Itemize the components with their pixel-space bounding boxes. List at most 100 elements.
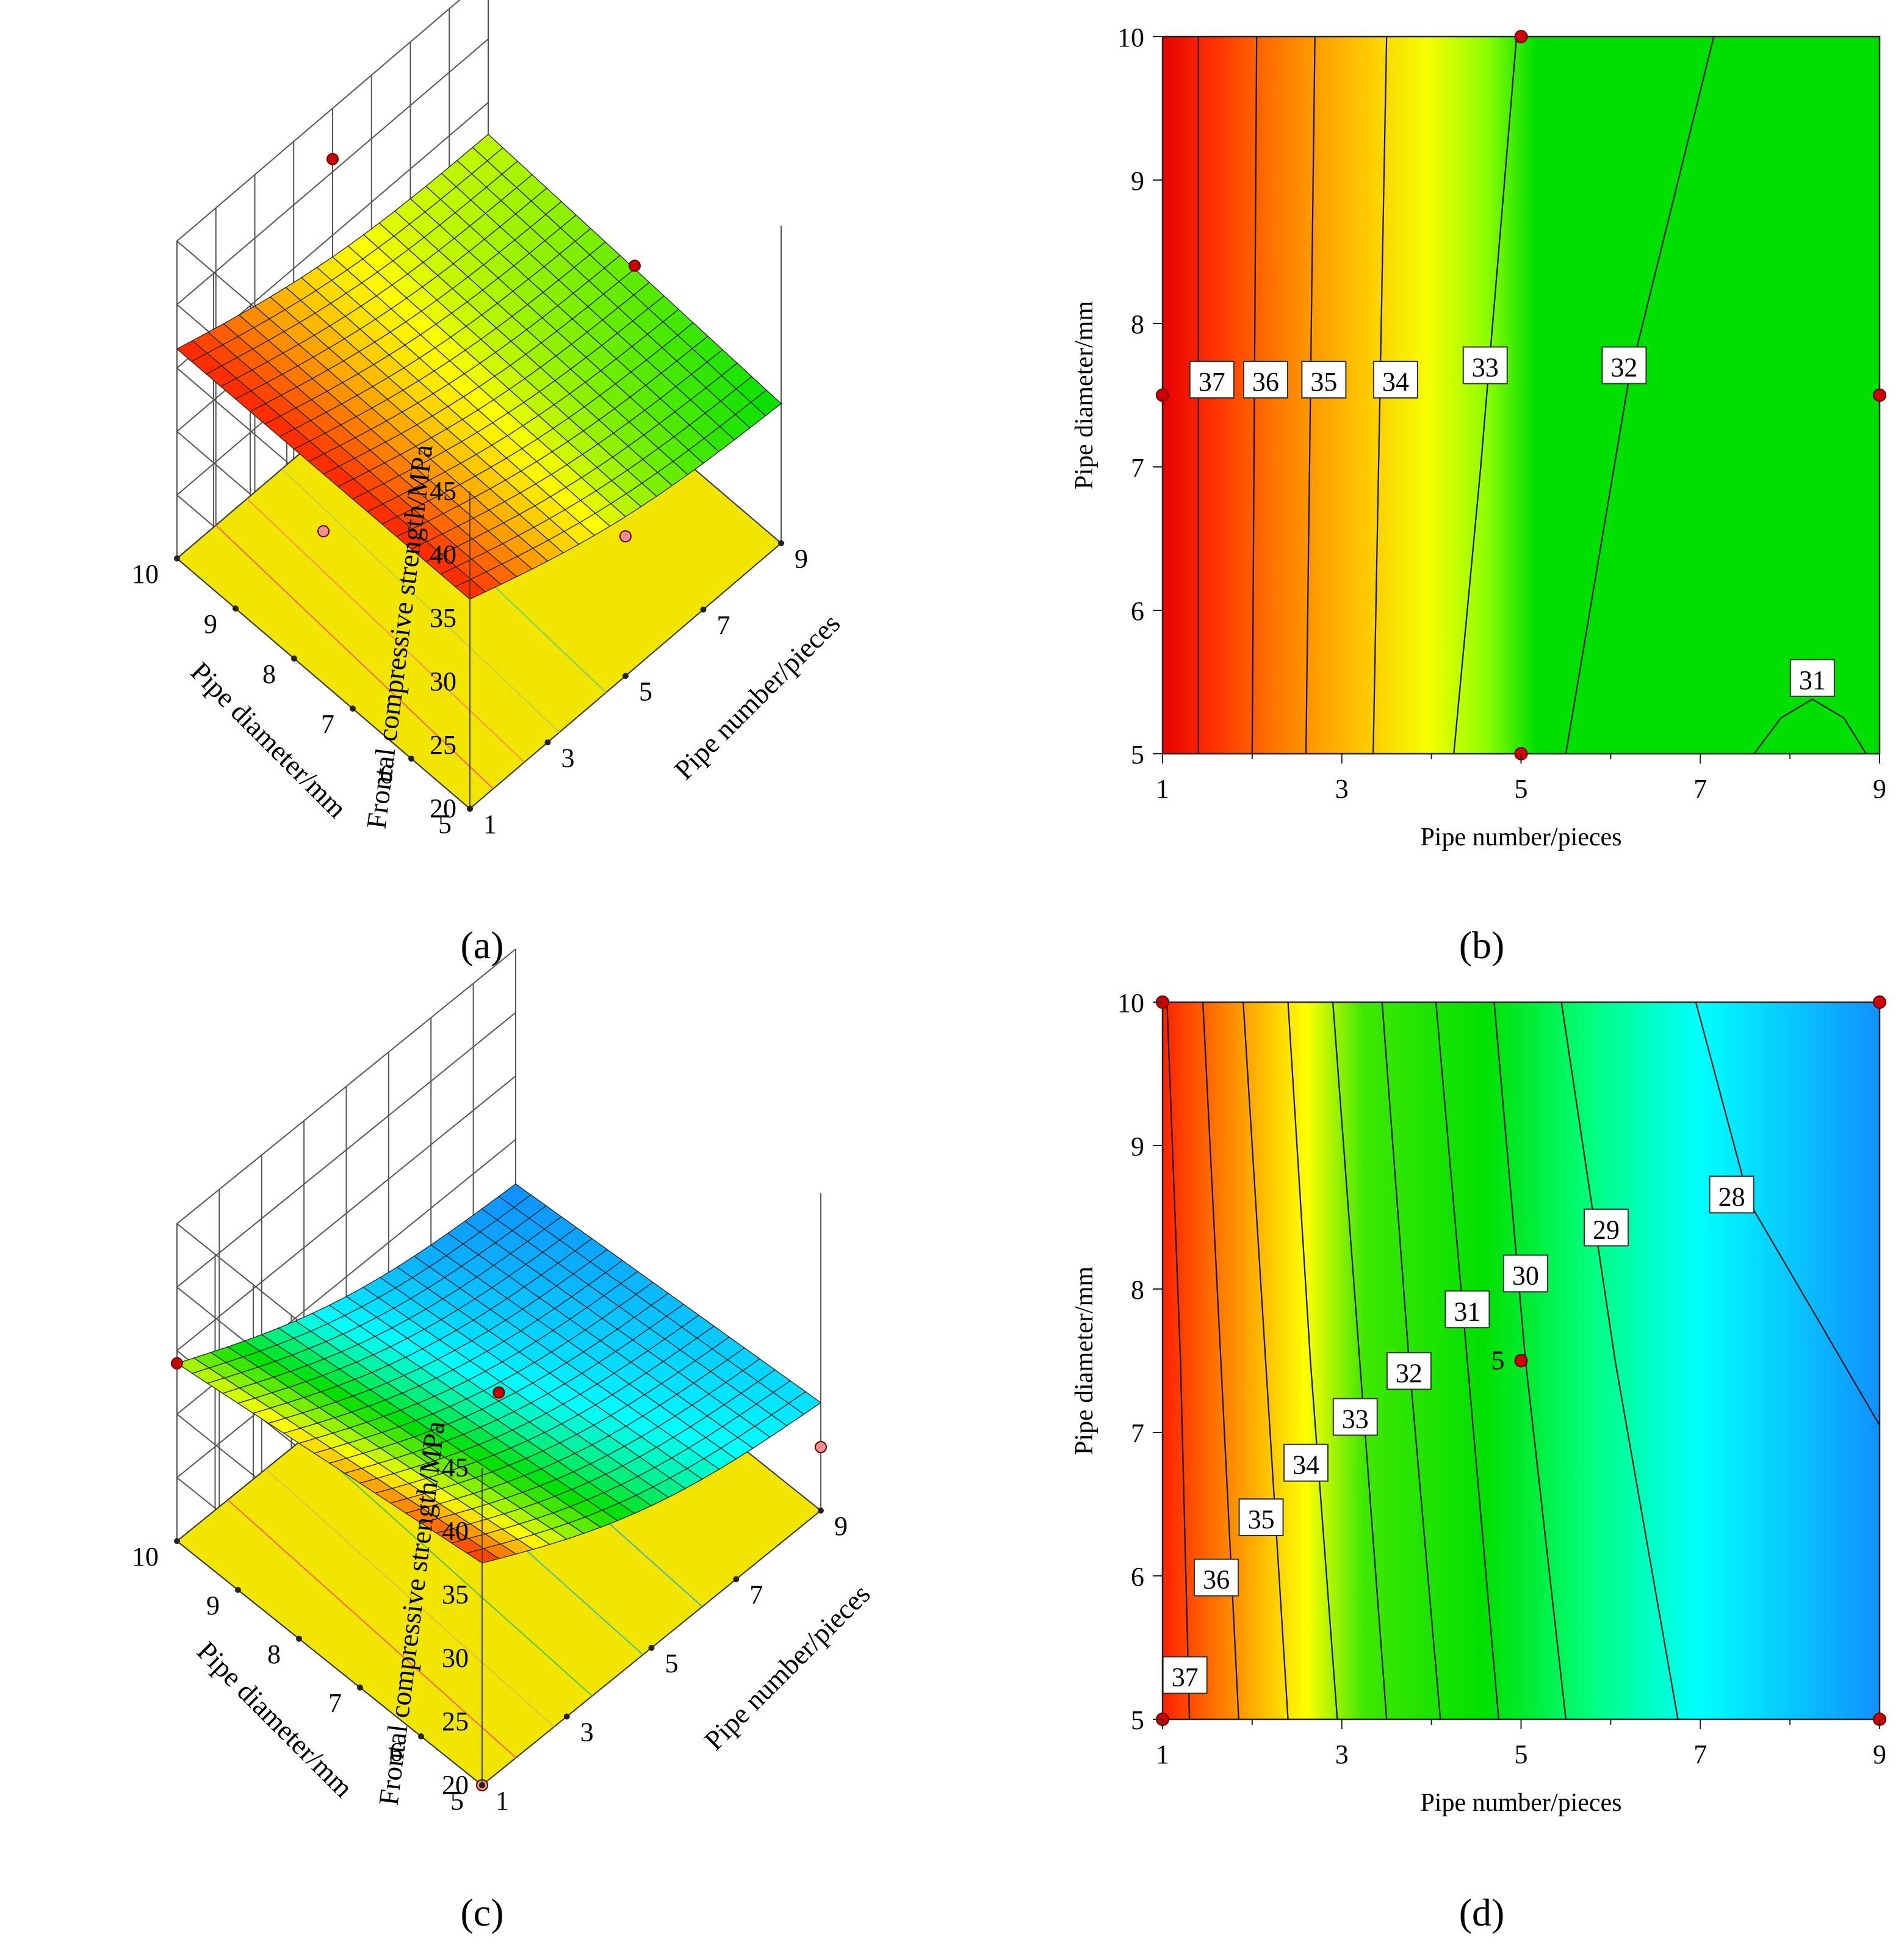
contour-label-text: 34: [1293, 1450, 1319, 1480]
z-tick-label: 45: [430, 476, 456, 506]
z-tick-label: 20: [430, 793, 456, 823]
x-axis: 1 3 5 7 9: [479, 1508, 848, 1816]
y-tick-label: 5: [438, 809, 452, 839]
contour-label-text: 29: [1593, 1215, 1620, 1244]
floor-contour-line: [227, 1499, 517, 1758]
y-tick-mark: [174, 1538, 180, 1544]
x-tick-label: 9: [834, 1511, 848, 1541]
contour-label-box: [1301, 361, 1347, 399]
x-axis: 1 3 5 7 9 Pipe number/pieces: [1156, 754, 1886, 851]
surface-cell: [788, 1391, 822, 1415]
x-axis: 1 3 5 7 9: [467, 540, 808, 839]
caption-d: (d): [1459, 1891, 1505, 1934]
y-tick-label: 7: [1131, 1418, 1144, 1448]
y-tick-label: 10: [1117, 23, 1144, 52]
contour-label-box: [1601, 346, 1647, 385]
contour-line-33: [1332, 1002, 1388, 1720]
contour-label-text: 32: [1396, 1358, 1423, 1388]
y-tick-label: 5: [450, 1786, 464, 1816]
y-tick-label: 9: [204, 609, 217, 639]
y-axis-title: Pipe diameter/mm: [1070, 301, 1098, 489]
x-tick-label: 5: [1515, 774, 1528, 804]
design-point: [619, 530, 632, 543]
contour-label-box: [1502, 1254, 1548, 1293]
contour-label-31: 31: [1444, 1290, 1490, 1329]
contour-label-36: 36: [1194, 1558, 1239, 1597]
x-tick-label: 7: [1693, 774, 1707, 804]
y-tick-mark: [418, 1733, 424, 1739]
x-tick-mark: [622, 673, 629, 679]
contour-label-31: 31: [1789, 659, 1835, 697]
contour-line-33: [1453, 36, 1518, 754]
contour-label-34: 34: [1372, 361, 1418, 399]
contour-label-box: [1584, 1208, 1629, 1247]
x-axis-title: Pipe number/pieces: [1420, 823, 1621, 851]
center-point-count: 5: [1491, 1346, 1505, 1376]
contour-labels: 37 36 35 34 33 32 31: [1189, 346, 1835, 697]
y-tick-label: 6: [380, 759, 393, 789]
x-tick-label: 9: [1873, 774, 1886, 804]
x-axis: 1 3 5 7 9 Pipe number/pieces: [1156, 1719, 1886, 1817]
z-tick-label: 20: [442, 1770, 469, 1800]
caption-c: (c): [460, 1891, 503, 1934]
contour-lines: [1166, 1002, 1880, 1720]
contour-label-text: 33: [1342, 1404, 1369, 1434]
contour-label-37: 37: [1189, 361, 1235, 399]
y-axis: 5 6 7 8 9 10 Pipe diameter/mm: [1070, 23, 1163, 770]
y-tick-label: 7: [321, 709, 334, 739]
contour-label-box: [1709, 1175, 1754, 1214]
contour-label-29: 29: [1584, 1208, 1629, 1247]
design-point: [1873, 995, 1886, 1009]
design-point: [1873, 388, 1886, 402]
contour-line-28: [1695, 1002, 1880, 1426]
contour-label-box: [1444, 1290, 1490, 1329]
contour-line-36: [1202, 1002, 1239, 1720]
z-tick-label: 30: [430, 666, 456, 696]
z-axis: 20 25 30 35 40 45: [430, 476, 471, 823]
y-tick-mark: [235, 1587, 241, 1593]
y-axis: 5 6 7 8 9 10 Pipe diameter/mm: [1070, 988, 1163, 1735]
x-tick-label: 9: [1873, 1739, 1886, 1769]
contour-line-37: [1166, 1002, 1191, 1720]
y-tick-label: 7: [328, 1688, 342, 1718]
y-tick-label: 8: [1131, 1275, 1144, 1305]
y-tick-mark: [479, 1782, 485, 1788]
x-tick-label: 9: [795, 544, 808, 574]
y-tick-label: 10: [132, 559, 159, 589]
y-axis: 5 6 7 8 9 10: [132, 555, 473, 839]
x-tick-label: 3: [561, 743, 575, 773]
x-tick-label: 3: [1335, 774, 1349, 804]
response-surface: [176, 1183, 822, 1564]
y-tick-mark: [291, 655, 297, 662]
contour-line-29: [1560, 1002, 1679, 1720]
x-tick-label: 5: [665, 1648, 679, 1678]
contour-label-box: [1332, 1398, 1378, 1436]
z-tick-label: 30: [442, 1643, 469, 1673]
y-tick-mark: [233, 605, 239, 612]
y-tick-mark: [350, 706, 356, 712]
y-tick-mark: [467, 806, 473, 812]
z-tick-label: 25: [442, 1706, 469, 1736]
design-point: [317, 525, 330, 538]
z-axis: 20 25 30 35 40 45: [442, 1453, 483, 1800]
contour-label-33: 33: [1332, 1398, 1378, 1436]
contour-label-box: [1194, 1558, 1239, 1597]
contour-label-text: 33: [1472, 353, 1499, 383]
design-point: [1514, 1354, 1528, 1368]
contour-label-text: 36: [1252, 367, 1279, 397]
x-tick-label: 3: [1335, 1739, 1349, 1769]
caption-a: (a): [460, 923, 503, 967]
design-point: [629, 259, 641, 272]
contour-label-text: 31: [1799, 665, 1826, 695]
contour-plot-area: 37 36 35 34 33 32 31: [1156, 30, 1886, 760]
y-tick-label: 8: [1131, 309, 1144, 339]
y-tick-label: 5: [1131, 740, 1144, 770]
contour-labels: 37 36 35 34 33 32 31 30 29 28: [1162, 1175, 1754, 1694]
contour-label-box: [1242, 361, 1288, 399]
x-tick-label: 7: [749, 1580, 763, 1610]
x-tick-mark: [544, 739, 551, 746]
contour-label-box: [1386, 1352, 1432, 1390]
y-tick-label: 10: [1117, 988, 1144, 1018]
